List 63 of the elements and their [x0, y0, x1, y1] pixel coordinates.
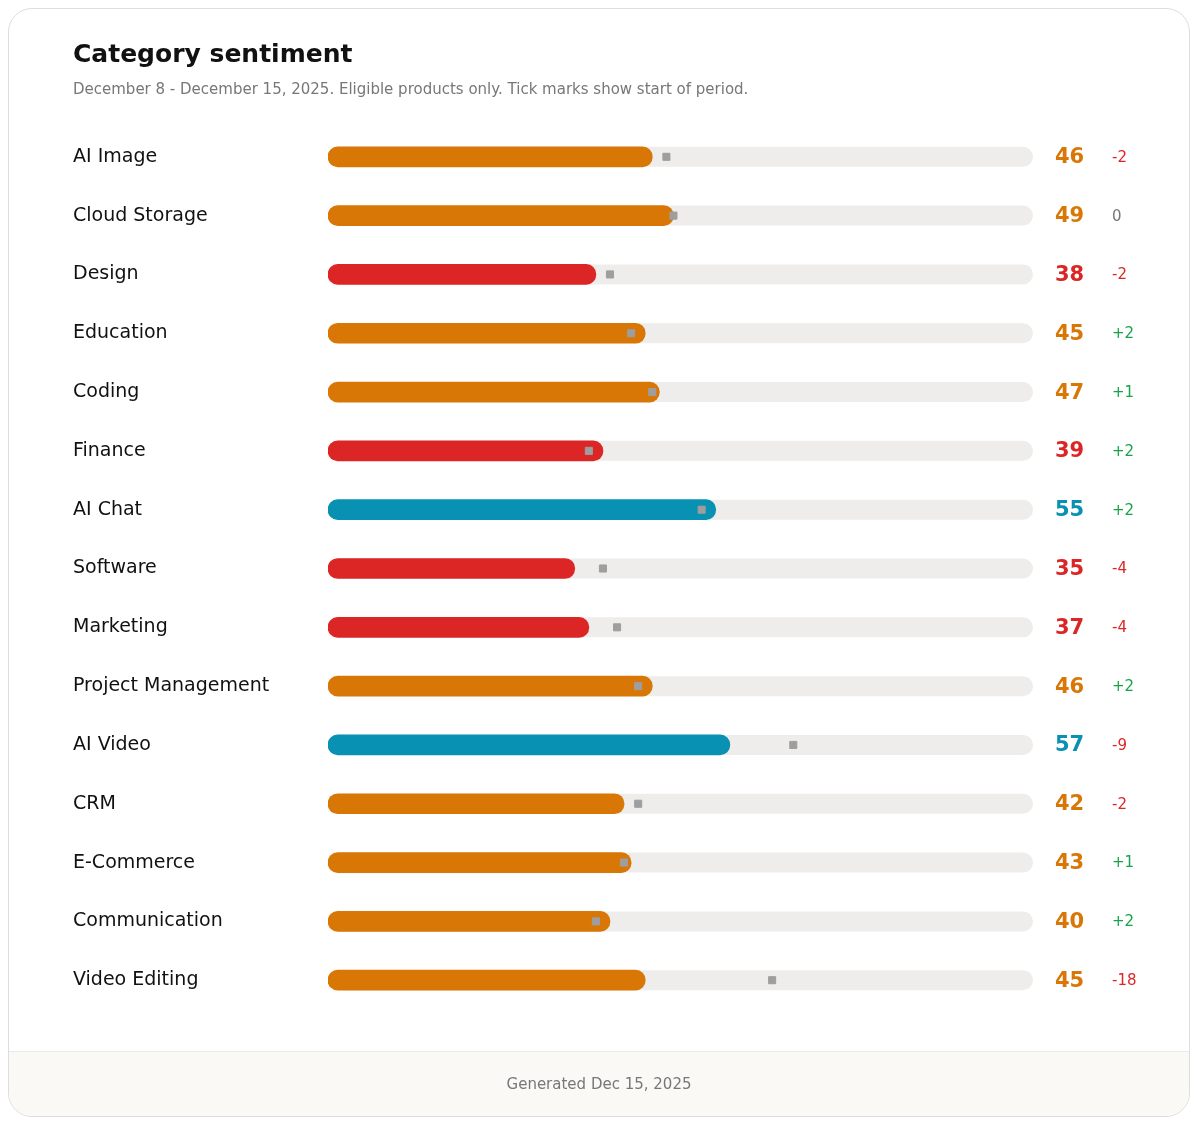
data-label: 45	[1055, 967, 1085, 992]
text: +2	[1112, 441, 1135, 460]
text: -4	[1112, 618, 1127, 637]
chart-subtitle: December 8 - December 15, 2025. Eligible products only. Tick marks show start of period.	[73, 80, 750, 98]
data-label: 55	[1055, 497, 1085, 522]
text: -9	[1112, 735, 1127, 754]
text: +2	[1112, 500, 1135, 519]
data-label: 37	[1055, 614, 1085, 639]
data-label: 42	[1055, 791, 1085, 816]
text: 0	[1112, 206, 1122, 225]
data-label: 39	[1055, 438, 1085, 463]
y-tick-label: Education	[73, 320, 168, 343]
data-label: 47	[1055, 379, 1085, 404]
point	[669, 211, 678, 220]
y-tick-label: AI Video	[73, 731, 151, 754]
point	[648, 388, 657, 397]
point	[627, 329, 636, 338]
point	[598, 564, 607, 573]
y-tick-label: Design	[73, 261, 139, 284]
data-label: 46	[1055, 144, 1085, 169]
text: -4	[1112, 559, 1127, 578]
point	[584, 446, 593, 455]
y-tick-label: Video Editing	[73, 967, 199, 990]
y-tick-label: Communication	[73, 908, 223, 931]
y-tick-label: AI Image	[73, 143, 158, 166]
point	[634, 799, 643, 808]
point	[697, 505, 706, 514]
point	[620, 858, 629, 867]
y-tick-label: Software	[73, 555, 157, 578]
y-tick-label: Coding	[73, 379, 140, 401]
data-label: 57	[1055, 732, 1085, 757]
text: +1	[1112, 382, 1135, 401]
point	[613, 623, 622, 632]
point	[789, 740, 798, 749]
chart-title: Category sentiment	[73, 39, 354, 68]
data-label: 46	[1055, 673, 1085, 698]
y-tick-label: Cloud Storage	[73, 202, 208, 225]
point	[662, 152, 671, 161]
y-tick-label: Project Management	[73, 673, 270, 696]
data-label: 49	[1055, 203, 1085, 228]
data-label: 43	[1055, 850, 1085, 875]
text: Generated Dec 15, 2025	[506, 1075, 692, 1093]
text: +2	[1112, 912, 1135, 931]
point	[768, 976, 777, 985]
y-tick-label: CRM	[73, 790, 116, 813]
data-label: 38	[1055, 261, 1085, 286]
y-tick-label: Finance	[73, 437, 146, 460]
point	[605, 270, 615, 279]
text: +1	[1112, 853, 1135, 872]
y-tick-label: E-Commerce	[73, 849, 195, 872]
point	[634, 682, 643, 691]
text: -18	[1112, 971, 1137, 990]
data-label: 45	[1055, 320, 1085, 345]
y-tick-label: Marketing	[73, 614, 168, 637]
point	[591, 917, 600, 926]
text: +2	[1112, 324, 1135, 343]
text: -2	[1112, 794, 1127, 813]
data-label: 35	[1055, 555, 1085, 580]
data-label: 40	[1055, 908, 1085, 933]
y-tick-label: AI Chat	[73, 496, 143, 519]
text: -2	[1112, 147, 1127, 166]
text: +2	[1112, 677, 1135, 696]
text: -2	[1112, 265, 1127, 284]
